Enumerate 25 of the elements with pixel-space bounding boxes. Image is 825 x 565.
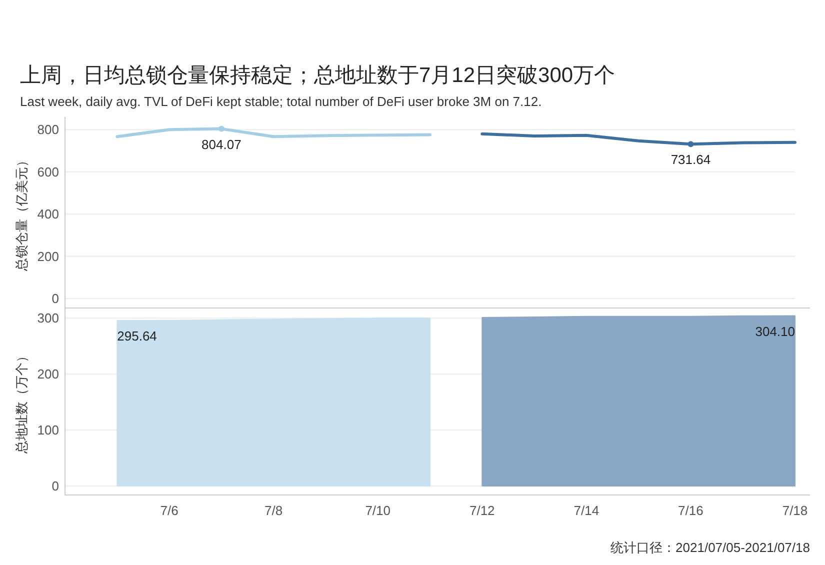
data-label: 804.07 — [202, 136, 242, 152]
x-tick-label: 7/6 — [160, 503, 178, 518]
chart-title: 上周，日均总锁仓量保持稳定；总地址数于7月12日突破300万个 — [20, 64, 616, 87]
x-tick-label: 7/18 — [782, 503, 808, 518]
data-label: 304.10 — [755, 324, 795, 339]
y-tick-label: 0 — [52, 478, 59, 494]
x-tick-label: 7/8 — [264, 503, 283, 518]
y-tick-label: 200 — [37, 248, 59, 264]
x-tick-label: 7/12 — [469, 503, 495, 518]
chart-subtitle: Last week, daily avg. TVL of DeFi kept stable; total number of DeFi user broke 3M on 7.12. — [20, 94, 542, 109]
y-tick-label: 100 — [37, 422, 59, 438]
x-tick-label: 7/10 — [365, 503, 391, 518]
y-axis-title: 总锁仓量（亿美元） — [14, 154, 29, 272]
y-tick-label: 300 — [37, 310, 59, 326]
y-axis-title: 总地址数（万个） — [14, 350, 29, 454]
y-tick-label: 600 — [37, 164, 59, 180]
y-tick-label: 0 — [52, 291, 59, 306]
data-label: 295.64 — [117, 328, 157, 344]
data-label: 731.64 — [670, 152, 711, 168]
y-tick-label: 800 — [37, 122, 59, 138]
y-tick-label: 200 — [37, 366, 59, 382]
y-tick-label: 400 — [37, 206, 59, 222]
x-tick-label: 7/16 — [678, 503, 704, 518]
x-tick-label: 7/14 — [574, 503, 600, 518]
text: 统计口径：2021/07/05-2021/07/18 — [610, 540, 810, 555]
